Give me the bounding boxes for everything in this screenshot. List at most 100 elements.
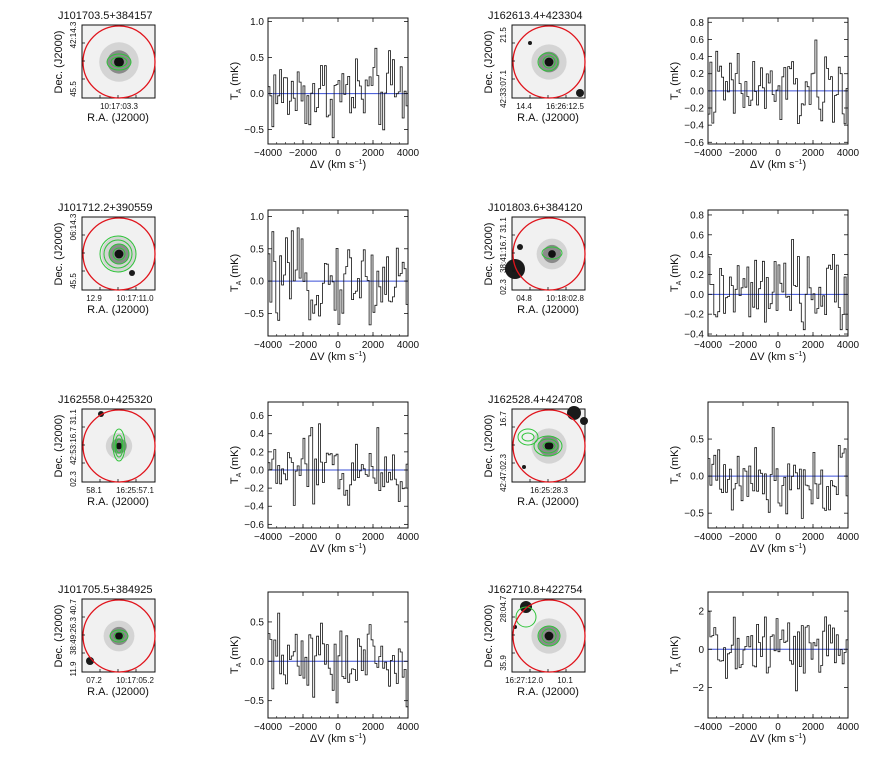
field-source [528,41,532,45]
hi-contour [113,631,125,641]
hi-contour [542,441,556,451]
ra-axis-label: R.A. (J2000) [517,304,579,316]
y-tick-label: −0.5 [244,125,264,136]
hi-contour [108,243,130,265]
ra-tick-label: 14.4 [516,102,532,111]
spectrum-line [708,239,848,331]
hi-contour [537,625,561,647]
galaxy-core [544,441,554,451]
hi-contour [521,432,535,442]
beam-aperture [512,25,586,99]
panel-title: J101803.6+384120 [488,202,583,214]
field-source [505,259,525,279]
dec-tick-label: 06:14.3 [69,213,78,240]
galaxy-core [114,249,124,259]
field-source [129,270,135,276]
panel-title: J162710.8+422754 [488,584,583,596]
ra-tick-label: 10:17:03.3 [100,102,138,111]
x-tick-label: −4000 [254,148,283,159]
galaxy-core [114,57,124,67]
panel: J162613.4+423304 14.4 16:26:12.5R.A. (J200… [483,10,860,171]
x-tick-label: 4000 [837,722,860,733]
beam-aperture [82,25,156,99]
y-tick-label: 1.0 [250,212,264,223]
y-axis-label: TA (mK) [669,446,683,484]
ra-tick-label: 10.1 [557,676,573,685]
ra-tick-label: 16:27:12.0 [505,676,543,685]
x-tick-label: −2000 [729,340,758,351]
y-tick-label: 0.0 [250,89,264,100]
ra-axis-label: R.A. (J2000) [517,686,579,698]
y-tick-label: −2 [693,683,705,694]
y-axis-label: TA (mK) [669,254,683,292]
dec-tick-label: 11.9 [69,661,78,677]
spectrum-line [268,423,408,506]
dec-axis-label: Dec. (J2000) [483,605,495,668]
galaxy-core [544,631,554,641]
x-tick-label: −4000 [694,340,723,351]
panel-title: J162528.4+424708 [488,394,583,406]
panel: J101803.6+384120 04.8 10:18:02.8R.A. (J200… [483,202,860,363]
x-tick-label: −4000 [254,532,283,543]
x-axis-label: ΔV (km s−1) [310,543,366,555]
x-tick-label: 2000 [362,532,385,543]
y-tick-label: 0.4 [250,429,264,440]
y-tick-label: 0.0 [250,465,264,476]
y-tick-label: 0.6 [690,35,704,46]
dec-tick-label: 45.5 [69,81,78,97]
galaxy-core [548,250,556,258]
beam-aperture [512,217,586,291]
x-tick-label: −4000 [694,148,723,159]
x-tick-label: 4000 [397,722,420,733]
dec-tick-label: 02.3 [69,471,78,487]
y-tick-label: −0.2 [684,104,704,115]
panel: J162710.8+422754 16:27:12.0 10.1R.A. (J200… [483,584,860,745]
dec-tick-label: 28:04.7 [499,595,508,622]
y-tick-label: −0.5 [684,509,704,520]
hi-contour [106,53,132,71]
dec-tick-label: 31.1 [499,217,508,233]
y-tick-label: 0.8 [690,210,704,221]
panel: J162558.0+425320 58.1 16:25:57.1R.A. (J200… [53,394,420,555]
x-tick-label: 0 [335,722,341,733]
panel: J101705.5+384925 07.2 10:17:05.2R.A. (J200… [53,584,420,745]
y-tick-label: 0.0 [690,472,704,483]
hi-contour [103,239,133,269]
ra-tick-label: 12.9 [86,294,102,303]
y-tick-label: −0.6 [684,138,704,149]
x-tick-label: −4000 [694,722,723,733]
y-tick-label: −0.4 [684,330,704,341]
x-tick-label: 4000 [837,532,860,543]
dec-tick-label: 42:33:07.1 [499,70,508,108]
beam-aperture [82,217,156,291]
x-tick-label: 2000 [802,148,825,159]
x-tick-label: 2000 [802,340,825,351]
field-source [580,417,588,425]
x-axis-label: ΔV (km s−1) [310,733,366,745]
y-axis-label: TA (mK) [669,62,683,100]
dec-tick-label: 21.5 [499,27,508,43]
y-axis-label: TA (mK) [229,636,243,674]
x-tick-label: 0 [335,148,341,159]
y-tick-label: 2 [698,607,704,618]
ra-tick-label: 04.8 [516,294,532,303]
y-tick-label: 1.0 [250,17,264,28]
dec-tick-label: 42:14.3 [69,21,78,48]
ra-axis-label: R.A. (J2000) [87,112,149,124]
y-tick-label: 0.0 [690,290,704,301]
x-tick-label: 2000 [362,722,385,733]
x-axis-label: ΔV (km s−1) [750,543,806,555]
panel-title: J162558.0+425320 [58,394,153,406]
dec-axis-label: Dec. (J2000) [483,31,495,94]
dec-tick-label: 38:41:16.7 [499,235,508,273]
panel-title: J162613.4+423304 [488,10,583,22]
x-tick-label: 0 [335,340,341,351]
hi-contour [115,438,123,454]
x-axis-label: ΔV (km s−1) [750,733,806,745]
x-tick-label: −2000 [289,148,318,159]
dec-tick-label: 16.7 [499,411,508,427]
y-tick-label: −0.2 [684,310,704,321]
y-tick-label: −0.5 [244,309,264,320]
y-tick-label: −0.5 [244,696,264,707]
